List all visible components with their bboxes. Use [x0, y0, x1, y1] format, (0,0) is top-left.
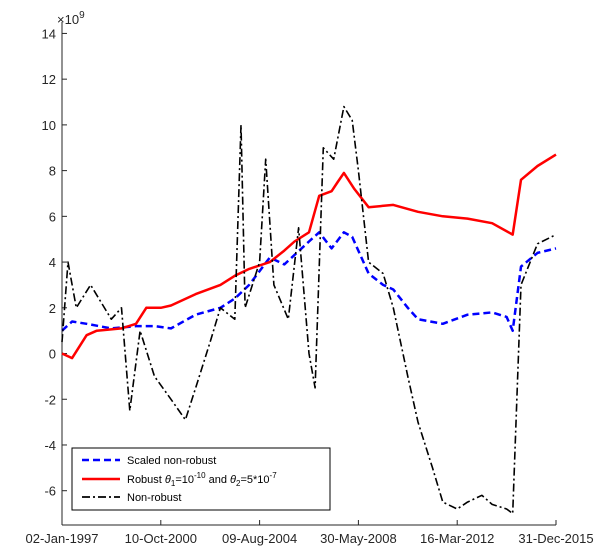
- legend-label-scaled: Scaled non-robust: [127, 455, 216, 467]
- legend-robust-prefix: Robust: [127, 474, 165, 486]
- x-tick-label: 30-May-2008: [320, 531, 397, 546]
- x-tick-label: 10-Oct-2000: [125, 531, 197, 546]
- legend-robust-eq2: =5*10: [240, 474, 269, 486]
- legend-robust-theta1: θ: [165, 474, 171, 486]
- y-tick-label: 4: [49, 255, 56, 270]
- legend-robust-sub1: 1: [171, 479, 176, 488]
- y-tick-label: -2: [44, 392, 56, 407]
- y-tick-label: -4: [44, 438, 56, 453]
- legend-robust-and: and: [206, 474, 230, 486]
- legend: Scaled non-robust Robust θ1=10-10 and θ2…: [71, 447, 331, 511]
- y-axis-multiplier: ×109: [57, 10, 85, 27]
- legend-robust-theta2: θ: [230, 474, 236, 486]
- legend-label-nonrobust: Non-robust: [127, 492, 181, 504]
- y-tick-label: 12: [42, 72, 56, 87]
- legend-robust-exp1: -10: [194, 471, 206, 480]
- y-tick-label: -6: [44, 484, 56, 499]
- legend-box: [71, 447, 331, 511]
- x-tick-label: 16-Mar-2012: [420, 531, 494, 546]
- legend-label-robust: Robust θ1=10-10 and θ2=5*10-7: [127, 471, 277, 488]
- series-line-robust: [61, 153, 557, 360]
- series-layer: [61, 105, 557, 515]
- x-tick-label: 02-Jan-1997: [26, 531, 99, 546]
- y-tick-label: 14: [42, 26, 56, 41]
- x-tick-label: 09-Aug-2004: [222, 531, 297, 546]
- y-tick-label: 2: [49, 301, 56, 316]
- y-tick-label: 10: [42, 118, 56, 133]
- series-line-non-robust: [61, 105, 557, 515]
- y-axis-multiplier-exponent: 9: [79, 10, 85, 21]
- y-tick-label: 8: [49, 164, 56, 179]
- legend-robust-eq1: =10: [175, 474, 194, 486]
- y-axis-multiplier-base: ×10: [57, 12, 79, 27]
- series-line-scaled-non-robust: [61, 231, 557, 332]
- legend-robust-exp2: -7: [270, 471, 278, 480]
- x-tick-label: 31-Dec-2015: [518, 531, 593, 546]
- y-tick-label: 0: [49, 347, 56, 362]
- legend-robust-sub2: 2: [236, 479, 241, 488]
- y-tick-label: 6: [49, 209, 56, 224]
